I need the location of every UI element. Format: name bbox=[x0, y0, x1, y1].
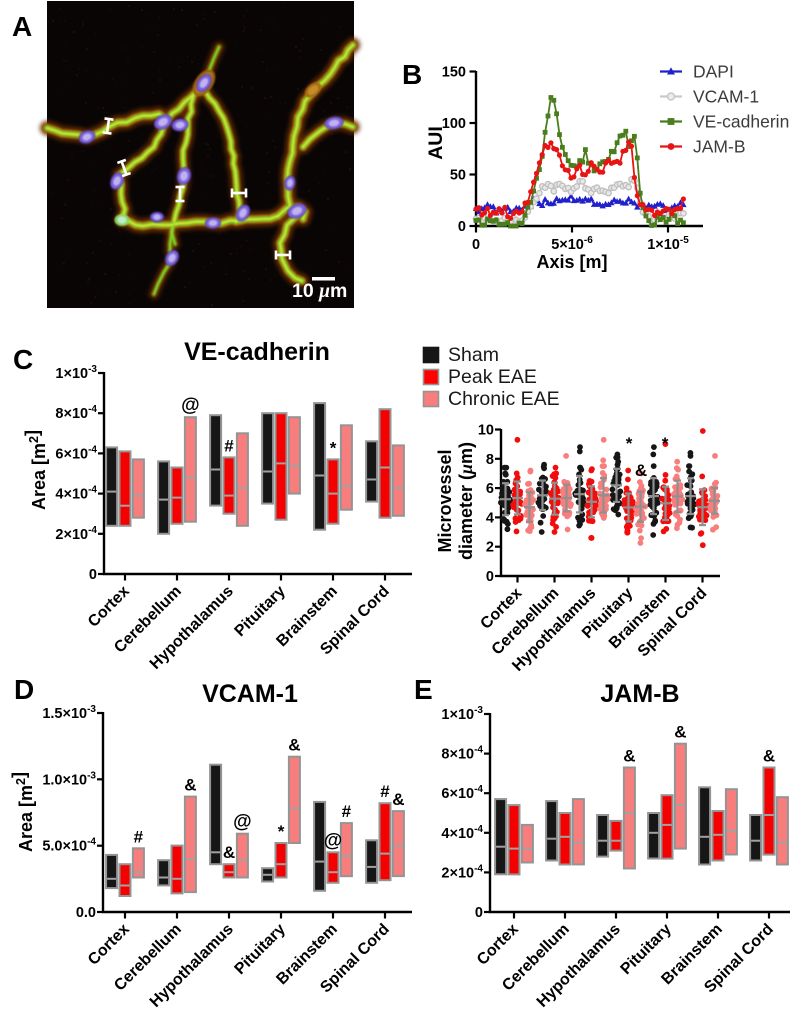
svg-text:B: B bbox=[402, 59, 422, 90]
svg-text:@: @ bbox=[233, 812, 252, 833]
svg-text:150: 150 bbox=[442, 65, 466, 81]
svg-text:E: E bbox=[414, 674, 433, 705]
svg-text:2×10-4: 2×10-4 bbox=[55, 525, 97, 543]
svg-text:diameter (μm): diameter (μm) bbox=[456, 442, 476, 560]
svg-text:2×10-4: 2×10-4 bbox=[441, 863, 483, 881]
svg-text:4×10-4: 4×10-4 bbox=[441, 824, 483, 842]
svg-text:0.0: 0.0 bbox=[76, 905, 96, 921]
svg-text:Microvessel: Microvessel bbox=[435, 449, 455, 552]
svg-text:Chronic EAE: Chronic EAE bbox=[448, 388, 560, 410]
svg-text:1.0×10-3: 1.0×10-3 bbox=[42, 770, 96, 788]
svg-text:Sham: Sham bbox=[448, 344, 499, 366]
svg-text:4×10-4: 4×10-4 bbox=[55, 485, 97, 503]
svg-text:&: & bbox=[184, 776, 196, 795]
svg-text:10: 10 bbox=[478, 423, 494, 439]
svg-text:1×10-3: 1×10-3 bbox=[441, 705, 483, 723]
svg-text:8: 8 bbox=[486, 452, 494, 468]
svg-text:0: 0 bbox=[475, 905, 483, 921]
svg-text:1×10-3: 1×10-3 bbox=[55, 364, 97, 382]
svg-text:&: & bbox=[392, 790, 404, 809]
svg-text:0: 0 bbox=[472, 237, 480, 253]
svg-text:@: @ bbox=[324, 830, 343, 851]
svg-text:10 μm: 10 μm bbox=[292, 280, 347, 302]
svg-text:5.0×10-4: 5.0×10-4 bbox=[42, 837, 96, 855]
svg-text:*: * bbox=[330, 438, 337, 457]
svg-text:6×10-4: 6×10-4 bbox=[441, 784, 483, 802]
svg-text:4: 4 bbox=[486, 510, 494, 526]
svg-text:AUI: AUI bbox=[425, 126, 447, 160]
svg-text:#: # bbox=[342, 802, 352, 821]
svg-text:VCAM-1: VCAM-1 bbox=[202, 680, 298, 708]
svg-text:#: # bbox=[224, 436, 234, 455]
svg-text:&: & bbox=[674, 723, 686, 742]
svg-text:50: 50 bbox=[450, 168, 466, 184]
svg-text:*: * bbox=[626, 434, 633, 453]
svg-text:6×10-4: 6×10-4 bbox=[55, 444, 97, 462]
svg-text:0: 0 bbox=[486, 569, 494, 585]
svg-text:JAM-B: JAM-B bbox=[693, 137, 746, 157]
svg-text:1×10-5: 1×10-5 bbox=[647, 235, 689, 253]
svg-text:#: # bbox=[380, 782, 390, 801]
svg-text:JAM-B: JAM-B bbox=[600, 680, 679, 708]
svg-text:0: 0 bbox=[458, 219, 466, 235]
svg-text:D: D bbox=[14, 674, 34, 705]
svg-text:C: C bbox=[13, 344, 33, 375]
svg-text:2: 2 bbox=[486, 540, 494, 556]
svg-text:&: & bbox=[635, 461, 647, 480]
svg-text:1.5×10-3: 1.5×10-3 bbox=[42, 704, 96, 722]
svg-text:8×10-4: 8×10-4 bbox=[55, 404, 97, 422]
svg-text:&: & bbox=[623, 747, 635, 766]
svg-text:0: 0 bbox=[89, 567, 97, 583]
svg-text:&: & bbox=[288, 736, 300, 755]
svg-text:VE-cadherin: VE-cadherin bbox=[693, 112, 789, 132]
svg-text:8×10-4: 8×10-4 bbox=[441, 745, 483, 763]
svg-text:Axis [m]: Axis [m] bbox=[536, 252, 607, 272]
svg-text:Peak EAE: Peak EAE bbox=[448, 366, 537, 388]
svg-text:VCAM-1: VCAM-1 bbox=[693, 87, 759, 107]
svg-text:*: * bbox=[278, 822, 285, 841]
svg-text:DAPI: DAPI bbox=[693, 62, 734, 82]
svg-text:@: @ bbox=[181, 395, 200, 416]
svg-text:100: 100 bbox=[442, 116, 466, 132]
svg-text:*: * bbox=[662, 434, 669, 453]
svg-text:5×10-6: 5×10-6 bbox=[551, 235, 593, 253]
svg-text:&: & bbox=[763, 747, 775, 766]
svg-text:6: 6 bbox=[486, 481, 494, 497]
svg-text:A: A bbox=[12, 11, 32, 42]
svg-text:VE-cadherin: VE-cadherin bbox=[184, 338, 330, 366]
svg-text:#: # bbox=[134, 827, 144, 846]
svg-text:&: & bbox=[223, 843, 235, 862]
